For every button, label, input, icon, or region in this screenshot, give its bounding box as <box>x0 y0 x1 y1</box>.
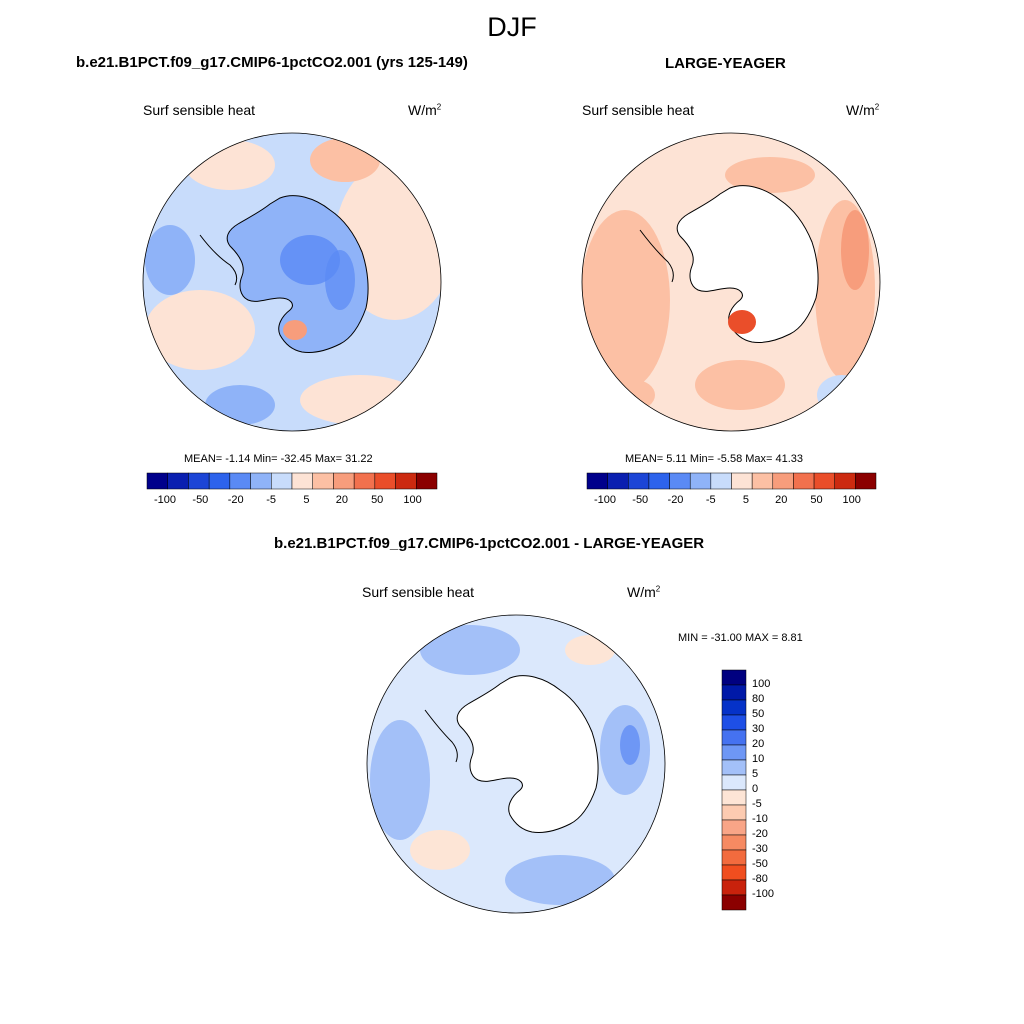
diff-colorbar <box>721 669 747 911</box>
left-colorbar-cell <box>271 472 293 490</box>
left-colorbar-tick: 5 <box>303 494 310 506</box>
left-variable-label: Surf sensible heat <box>143 102 256 118</box>
left-panel-title: b.e21.B1PCT.f09_g17.CMIP6-1pctCO2.001 (y… <box>76 54 468 71</box>
left-colorbar-cell <box>146 472 168 490</box>
diff-colorbar-tick: -100 <box>752 888 775 900</box>
right-colorbar-cell <box>813 472 835 490</box>
diff-colorbar-tick: 30 <box>752 723 765 735</box>
diff-colorbar-cell <box>721 774 747 791</box>
right-colorbar-tick: -5 <box>705 494 716 506</box>
diff-colorbar-tick: 10 <box>752 753 765 765</box>
right-colorbar-cell <box>834 472 856 490</box>
right-variable-label: Surf sensible heat <box>582 102 695 118</box>
left-stats: MEAN= -1.14 Min= -32.45 Max= 31.22 <box>184 453 373 465</box>
left-colorbar-cell <box>208 472 231 490</box>
diff-colorbar-cell <box>721 759 747 776</box>
left-colorbar-tick: 100 <box>403 494 422 506</box>
left-colorbar-cell <box>167 472 189 490</box>
left-colorbar-tick: -100 <box>153 494 177 506</box>
diff-map <box>367 615 665 913</box>
right-map-frame <box>581 132 881 432</box>
right-colorbar-tick: -20 <box>667 494 684 506</box>
right-map <box>582 133 880 431</box>
right-colorbar-cell <box>628 472 650 490</box>
diff-colorbar-cell <box>721 804 747 821</box>
diff-colorbar-tick: -10 <box>752 813 768 825</box>
left-colorbar-cell <box>250 472 272 490</box>
diff-colorbar-cell <box>721 714 747 731</box>
diff-colorbar-cell <box>721 819 747 836</box>
left-map <box>143 133 441 431</box>
diff-variable-label: Surf sensible heat <box>362 584 475 600</box>
diff-colorbar-tick: -50 <box>752 858 768 870</box>
diff-colorbar-cell <box>721 669 747 686</box>
diff-colorbar-tick: -20 <box>752 828 768 840</box>
left-colorbar-cell <box>416 472 438 490</box>
diff-colorbar-tick: -80 <box>752 873 768 885</box>
left-colorbar-tick: -20 <box>227 494 244 506</box>
right-colorbar-tick: 5 <box>742 494 750 506</box>
right-panel-title: LARGE-YEAGER <box>665 55 786 72</box>
left-colorbar-cell <box>312 472 334 490</box>
diff-panel-title: b.e21.B1PCT.f09_g17.CMIP6-1pctCO2.001 - … <box>274 535 705 552</box>
right-colorbar-tick: 50 <box>810 494 823 506</box>
left-colorbar-tick: -50 <box>192 494 209 506</box>
diff-colorbar-cell <box>721 834 747 851</box>
right-colorbar-cell <box>772 472 794 490</box>
diff-colorbar-tick: 0 <box>752 783 759 795</box>
left-colorbar-cell <box>229 472 251 490</box>
diff-units-label: W/m2 <box>627 584 661 600</box>
left-colorbar-cell <box>353 472 376 490</box>
diff-colorbar-cell <box>721 879 747 896</box>
diff-colorbar-tick: 80 <box>752 693 765 705</box>
diff-colorbar-tick: -5 <box>752 798 762 810</box>
right-units-label: W/m2 <box>846 102 880 118</box>
diff-colorbar-cell <box>721 894 747 911</box>
left-map-frame <box>142 132 442 432</box>
right-colorbar-tick: 100 <box>842 494 861 506</box>
left-colorbar-cell <box>374 472 396 490</box>
diff-colorbar-cell <box>721 744 747 761</box>
right-colorbar-tick: 20 <box>775 494 788 506</box>
diff-colorbar-tick: 20 <box>752 738 765 750</box>
left-colorbar-tick: 20 <box>335 494 348 506</box>
diff-colorbar-tick: 5 <box>752 768 759 780</box>
right-colorbar-cell <box>669 472 691 490</box>
right-colorbar-cell <box>793 472 815 490</box>
right-colorbar-tick: -100 <box>593 494 617 506</box>
right-colorbar-cell <box>689 472 712 490</box>
right-stats: MEAN= 5.11 Min= -5.58 Max= 41.33 <box>625 453 804 465</box>
right-colorbar-tick: -50 <box>632 494 649 506</box>
right-colorbar-cell <box>607 472 629 490</box>
right-colorbar-cell <box>710 472 732 490</box>
diff-colorbar-cell <box>721 864 747 881</box>
diff-colorbar-tick: 100 <box>752 678 771 690</box>
left-colorbar-tick: 50 <box>371 494 384 506</box>
right-colorbar-cell <box>751 472 774 490</box>
left-colorbar-tick: -5 <box>266 494 276 506</box>
right-colorbar-cell <box>586 472 608 490</box>
diff-colorbar-tick: -30 <box>752 843 768 855</box>
diff-colorbar-cell <box>721 789 747 806</box>
diff-colorbar-cell <box>721 684 747 701</box>
right-colorbar-cell <box>731 472 753 490</box>
left-colorbar <box>146 472 438 490</box>
diff-colorbar-tick: 50 <box>752 708 765 720</box>
diff-colorbar-cell <box>721 699 747 716</box>
left-units-label: W/m2 <box>408 102 442 118</box>
left-colorbar-cell <box>188 472 210 490</box>
diff-map-frame <box>366 614 666 914</box>
left-colorbar-cell <box>333 472 355 490</box>
right-colorbar <box>586 472 877 490</box>
diff-colorbar-cell <box>721 729 747 746</box>
right-colorbar-cell <box>855 472 877 490</box>
right-colorbar-cell <box>648 472 670 490</box>
diff-colorbar-cell <box>721 849 747 866</box>
figure-title: DJF <box>487 12 537 42</box>
diff-stats: MIN = -31.00 MAX = 8.81 <box>678 632 803 644</box>
left-colorbar-cell <box>395 472 417 490</box>
left-colorbar-cell <box>291 472 313 490</box>
